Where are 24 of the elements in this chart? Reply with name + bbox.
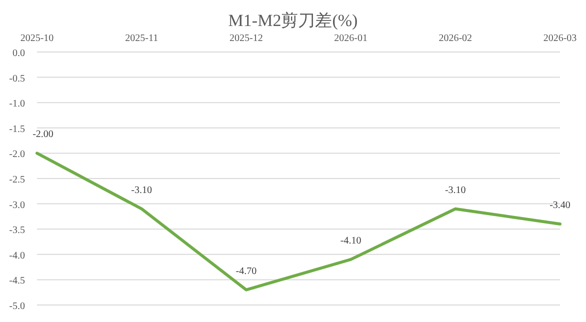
x-tick-label: 2025-10 bbox=[20, 33, 54, 44]
y-tick-label: -4.0 bbox=[9, 250, 25, 262]
y-tick-label: -4.5 bbox=[9, 276, 25, 287]
data-label: -3.10 bbox=[444, 184, 466, 196]
x-tick-label: 2026-02 bbox=[438, 33, 472, 44]
data-label: -3.40 bbox=[550, 200, 570, 212]
y-tick-label: -3.0 bbox=[9, 200, 25, 211]
y-tick-label: -1.0 bbox=[9, 98, 25, 110]
data-label: -4.70 bbox=[236, 266, 257, 277]
x-tick-label: 2025-12 bbox=[230, 33, 263, 44]
y-tick-label: -2.0 bbox=[9, 149, 25, 160]
x-tick-label: 2026-03 bbox=[543, 33, 577, 44]
y-tick-label: -5.0 bbox=[9, 301, 25, 312]
data-label: -2.00 bbox=[32, 129, 54, 140]
x-tick-label: 2025-11 bbox=[125, 33, 158, 44]
data-label: -3.10 bbox=[131, 184, 152, 196]
y-tick-label: -2.5 bbox=[9, 174, 25, 186]
y-tick-label: 0.0 bbox=[12, 48, 25, 59]
data-label: -4.10 bbox=[340, 235, 362, 246]
y-tick-label: -0.5 bbox=[9, 73, 25, 84]
chart-title: M1-M2剪刀差(%) bbox=[228, 11, 358, 30]
x-tick-label: 2026-01 bbox=[334, 33, 368, 44]
y-tick-label: -1.5 bbox=[9, 124, 25, 135]
y-tick-label: -3.5 bbox=[9, 225, 25, 236]
